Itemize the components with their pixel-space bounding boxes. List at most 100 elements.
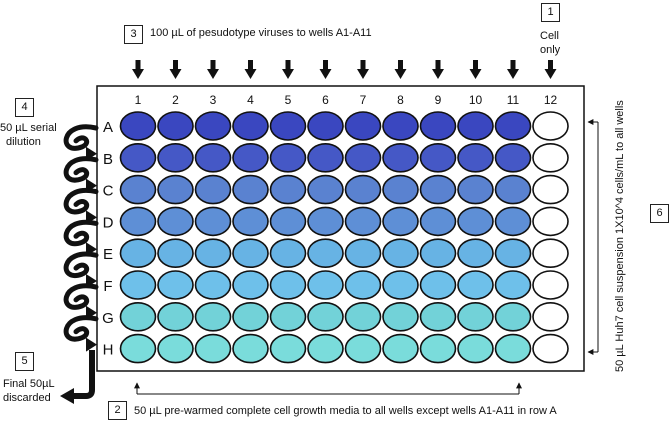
well-A10: [457, 111, 494, 141]
well-C5: [269, 174, 307, 205]
well-H6: [307, 333, 344, 364]
column-label: 12: [544, 93, 558, 107]
well-E11: [494, 238, 532, 268]
column-arrows: [132, 60, 557, 79]
well-F5: [269, 270, 307, 300]
row-label: E: [103, 246, 113, 263]
row-label: C: [103, 183, 114, 200]
well-D4: [232, 206, 269, 237]
step3-text: 100 µL of pesudotype viruses to wells A1…: [150, 27, 372, 39]
step2-text: 50 µL pre-warmed complete cell growth me…: [134, 405, 557, 417]
well-B6: [307, 143, 344, 173]
well-B12: [532, 143, 569, 173]
well-H12: [532, 333, 569, 364]
well-G4: [232, 301, 269, 332]
column-arrow-head: [544, 69, 557, 79]
column-arrow-shaft: [548, 60, 553, 69]
column-label: 3: [210, 93, 217, 107]
well-H9: [419, 333, 457, 364]
well-C10: [457, 174, 494, 205]
well-C9: [419, 174, 457, 205]
well-G3: [194, 301, 232, 332]
well-C12: [532, 174, 569, 205]
well-G6: [307, 301, 344, 332]
well-H1: [119, 333, 157, 364]
step6-text: 50 µL Huh7 cell suspension 1X10^4 cells/…: [614, 100, 626, 372]
well-E8: [382, 238, 419, 268]
step1-text-line1: Cell: [540, 30, 559, 42]
well-E2: [157, 238, 194, 268]
step5-text-line1: Final 50µL: [3, 378, 55, 390]
well-B9: [419, 143, 457, 173]
well-F10: [457, 270, 494, 300]
well-F4: [232, 270, 269, 300]
row-label: F: [103, 278, 112, 295]
step4-text-line2: dilution: [6, 136, 41, 148]
well-B11: [494, 143, 532, 173]
well-A6: [307, 111, 344, 141]
column-arrow-head: [469, 69, 482, 79]
well-E6: [307, 238, 344, 268]
well-H7: [344, 333, 382, 364]
column-label: 9: [435, 93, 442, 107]
well-G9: [419, 301, 457, 332]
well-E7: [344, 238, 382, 268]
well-A1: [119, 111, 157, 141]
column-arrow-shaft: [285, 60, 291, 69]
row-label: A: [103, 119, 113, 136]
column-label: 11: [507, 93, 520, 107]
well-F11: [494, 270, 532, 300]
dilution-curl: [63, 156, 99, 183]
step2-number-box: 2: [108, 401, 127, 420]
row-label: D: [103, 214, 114, 231]
well-A5: [269, 111, 307, 141]
column-labels: 1 2 3 4 5 6 7 8 9 10 11 12: [135, 93, 558, 107]
dilution-curl: [63, 251, 99, 278]
well-F7: [344, 270, 382, 300]
well-C1: [119, 174, 157, 205]
column-arrow-shaft: [173, 60, 178, 69]
well-G2: [157, 301, 194, 332]
well-A7: [344, 111, 382, 141]
column-arrow-shaft: [248, 60, 253, 69]
well-H5: [269, 333, 307, 364]
well-C8: [382, 174, 419, 205]
step1-text-line2: only: [540, 44, 561, 56]
well-B4: [232, 143, 269, 173]
column-arrow-head: [244, 69, 257, 79]
well-D8: [382, 206, 419, 237]
well-H2: [157, 333, 194, 364]
well-E1: [119, 238, 157, 268]
column-label: 6: [322, 93, 329, 107]
column-arrow-head: [169, 69, 182, 79]
step4-number-box: 4: [15, 98, 34, 117]
discard-arrowhead: [60, 388, 74, 404]
dilution-curl: [63, 187, 99, 215]
well-F3: [194, 270, 232, 300]
dilution-curl: [63, 283, 99, 310]
column-arrow-head: [432, 69, 444, 79]
step5-number-box: 5: [15, 352, 34, 371]
column-arrow-shaft: [135, 60, 141, 69]
column-arrow-head: [282, 69, 294, 79]
column-arrow-shaft: [210, 60, 216, 69]
well-E4: [232, 238, 269, 268]
well-H8: [382, 333, 419, 364]
column-label: 10: [469, 93, 483, 107]
column-label: 8: [397, 93, 404, 107]
well-D11: [494, 206, 532, 237]
well-C2: [157, 174, 194, 205]
well-G5: [269, 301, 307, 332]
well-E9: [419, 238, 457, 268]
well-B1: [119, 143, 157, 173]
step5-text-line2: discarded: [3, 392, 51, 404]
well-B2: [157, 143, 194, 173]
well-D9: [419, 206, 457, 237]
column-label: 5: [285, 93, 292, 107]
column-arrow-head: [132, 69, 144, 79]
well-C6: [307, 174, 344, 205]
well-D12: [532, 206, 569, 237]
well-G1: [119, 301, 157, 332]
well-C11: [494, 174, 532, 205]
